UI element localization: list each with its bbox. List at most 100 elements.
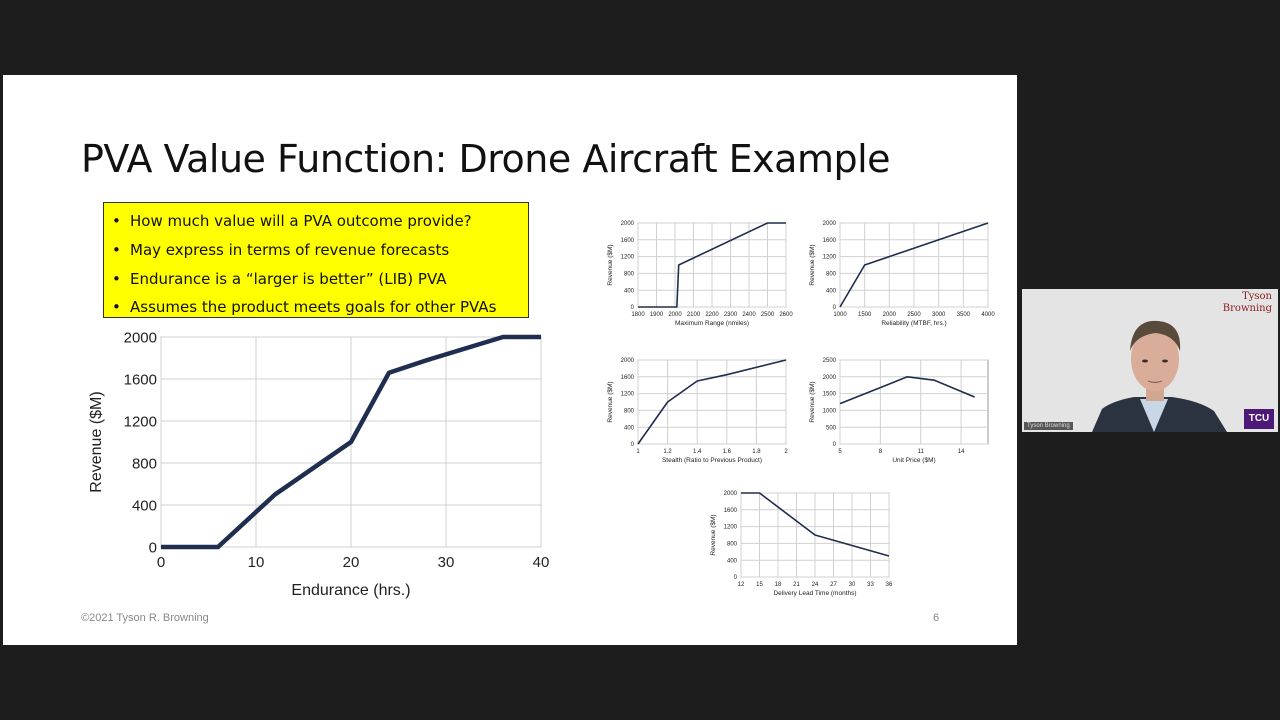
y-tick-label: 2000	[724, 491, 738, 497]
x-tick-label: 30	[438, 554, 455, 571]
tcu-logo: TCU	[1244, 409, 1274, 429]
x-tick-label: 2	[784, 449, 788, 455]
y-tick-label: 800	[826, 272, 837, 278]
y-tick-label: 0	[149, 539, 157, 556]
y-tick-label: 1200	[621, 392, 635, 398]
x-tick-label: 2500	[907, 312, 921, 318]
y-axis-label: Revenue ($M)	[607, 381, 614, 422]
x-tick-label: 18	[775, 582, 782, 588]
y-axis-label: Revenue ($M)	[607, 244, 614, 285]
x-tick-label: 27	[830, 582, 837, 588]
bullet-item: How much value will a PVA outcome provid…	[104, 207, 528, 236]
x-axis-label: Stealth (Ratio to Previous Product)	[662, 457, 762, 464]
y-tick-label: 1000	[823, 409, 837, 415]
page-number: 6	[933, 612, 940, 624]
x-tick-label: 14	[958, 449, 965, 455]
range-chart: 1800 1900 2000 2100 2200 2300 2400 2500 2600 0 400…	[607, 221, 793, 327]
y-tick-label: 2000	[621, 221, 635, 227]
x-tick-label: 2000	[883, 312, 897, 318]
y-tick-label: 1600	[621, 375, 635, 381]
y-tick-label: 1200	[124, 413, 157, 430]
x-tick-label: 36	[886, 582, 893, 588]
y-tick-label: 1500	[823, 392, 837, 398]
y-tick-label: 0	[631, 305, 635, 311]
bullet-item: May express in terms of revenue forecast…	[104, 236, 528, 265]
x-tick-label: 1500	[858, 312, 872, 318]
x-tick-label: 2100	[687, 312, 701, 318]
y-tick-label: 400	[624, 425, 635, 431]
y-axis-label: Revenue ($M)	[809, 381, 816, 422]
x-tick-label: 1900	[650, 312, 664, 318]
y-tick-label: 1200	[724, 525, 738, 531]
y-tick-label: 800	[727, 542, 738, 548]
series-line	[161, 334, 541, 550]
x-tick-label: 1.4	[693, 449, 702, 455]
x-tick-label: 0	[157, 554, 165, 571]
presenter-video[interactable]: Tyson Browning TCU Tyson Browning	[1022, 289, 1278, 432]
y-tick-label: 1200	[621, 255, 635, 261]
y-tick-label: 2000	[621, 358, 635, 364]
y-tick-label: 1600	[724, 508, 738, 514]
x-tick-label: 11	[918, 449, 925, 455]
lead-time-chart: 12 15 18 21 24 27 30 33 36 0 400 800 1200 1600 2000 Del…	[710, 491, 893, 597]
brand-line: Tyson	[1242, 291, 1272, 302]
y-tick-label: 0	[833, 442, 837, 448]
plot-area	[839, 359, 989, 445]
x-tick-label: 33	[867, 582, 874, 588]
x-tick-label: 10	[248, 554, 265, 571]
series-line	[637, 359, 787, 445]
y-tick-label: 0	[631, 442, 635, 448]
y-tick-label: 0	[833, 305, 837, 311]
bullet-item: Assumes the product meets goals for othe…	[104, 293, 528, 322]
y-tick-label: 400	[624, 288, 635, 294]
y-tick-label: 400	[132, 497, 157, 514]
brand-watermark: Tyson Browning	[1223, 291, 1272, 315]
bullet-item: Endurance is a “larger is better” (LIB) …	[104, 265, 528, 294]
y-tick-label: 800	[624, 409, 635, 415]
x-tick-label: 1	[636, 449, 640, 455]
x-tick-label: 1.6	[723, 449, 732, 455]
y-tick-label: 1600	[124, 371, 157, 388]
series-line	[741, 492, 890, 557]
y-tick-label: 2000	[124, 329, 157, 346]
x-tick-label: 1.2	[663, 449, 672, 455]
plot-area	[637, 359, 787, 445]
y-tick-label: 1600	[621, 238, 635, 244]
x-tick-label: 2600	[779, 312, 793, 318]
copyright-footer: ©2021 Tyson R. Browning	[81, 612, 209, 624]
y-axis-label: Revenue ($M)	[809, 244, 816, 285]
y-tick-label: 800	[624, 272, 635, 278]
x-tick-label: 1800	[631, 312, 645, 318]
slide: PVA Value Function: Drone Aircraft Examp…	[3, 75, 1017, 645]
x-tick-label: 1.8	[752, 449, 761, 455]
x-tick-label: 2200	[705, 312, 719, 318]
x-axis-label: Unit Price ($M)	[892, 457, 935, 464]
slide-title: PVA Value Function: Drone Aircraft Examp…	[81, 137, 891, 181]
y-tick-label: 800	[132, 455, 157, 472]
stealth-chart: 1 1.2 1.4 1.6 1.8 2 0 400 800 1200 1600 2000 Stealth…	[607, 358, 788, 464]
bullet-box: How much value will a PVA outcome provid…	[103, 202, 529, 322]
x-tick-label: 12	[738, 582, 745, 588]
x-tick-label: 21	[793, 582, 800, 588]
x-tick-label: 2400	[742, 312, 756, 318]
x-tick-label: 2500	[761, 312, 775, 318]
series-line	[839, 375, 975, 405]
x-tick-label: 24	[812, 582, 819, 588]
brand-line: Browning	[1222, 303, 1272, 314]
y-tick-label: 400	[826, 288, 837, 294]
y-tick-label: 1600	[823, 238, 837, 244]
series-line	[638, 222, 786, 308]
x-tick-label: 2300	[724, 312, 738, 318]
presenter-image	[1022, 289, 1278, 432]
participant-name-tag: Tyson Browning	[1024, 422, 1073, 430]
x-tick-label: 4000	[981, 312, 995, 318]
series-line	[839, 222, 989, 308]
unit-price-chart: 5 8 11 14 0 500 1000 1500 2000 2500 Unit Price ($M…	[809, 358, 989, 464]
y-tick-label: 500	[826, 425, 837, 431]
y-axis-label: Revenue ($M)	[710, 514, 717, 555]
y-tick-label: 2000	[823, 375, 837, 381]
y-tick-label: 2500	[823, 358, 837, 364]
y-tick-label: 400	[727, 558, 738, 564]
x-tick-label: 20	[343, 554, 360, 571]
